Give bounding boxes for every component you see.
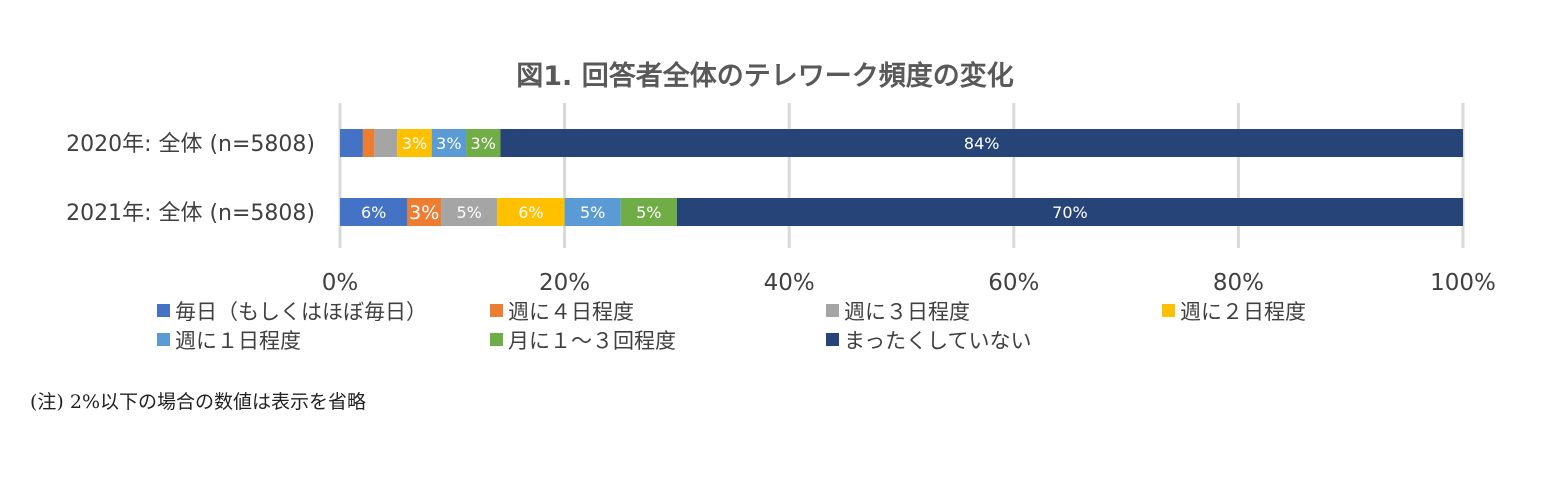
legend-label-5: 月に１～３回程度: [508, 329, 676, 353]
chart-title: 図1. 回答者全体のテレワーク頻度の変化: [516, 60, 1013, 92]
legend-label-6: まったくしていない: [844, 329, 1032, 353]
x-tick-label-3: 60%: [988, 270, 1039, 296]
legend-swatch-5: [490, 333, 503, 346]
bar-1-0: [340, 198, 408, 226]
bar-0-5: [466, 129, 501, 157]
legend-label-1: 週に４日程度: [508, 300, 634, 324]
bar-0-0: [340, 129, 363, 157]
x-tick-label-2: 40%: [764, 270, 815, 296]
legend-swatch-0: [157, 304, 170, 317]
x-tick-label-5: 100%: [1430, 270, 1496, 296]
data-label-0-4: 3%: [436, 134, 461, 153]
x-tick-label-4: 80%: [1213, 270, 1264, 296]
bar-1-4: [564, 198, 621, 226]
data-label-1-1: 3%: [409, 202, 439, 224]
data-label-1-2: 5%: [456, 203, 481, 222]
legend-label-3: 週に２日程度: [1180, 300, 1306, 324]
legend-swatch-1: [490, 304, 503, 317]
bar-1-2: [441, 198, 498, 226]
bar-1-6: [676, 198, 1463, 226]
x-tick-label-0: 0%: [322, 270, 359, 296]
legend-label-4: 週に１日程度: [175, 329, 301, 353]
bar-1-5: [620, 198, 677, 226]
legend-swatch-4: [157, 333, 170, 346]
bar-0-2: [374, 129, 398, 157]
bar-1-1: [407, 198, 442, 226]
legend-label-0: 毎日（もしくはほぼ毎日）: [175, 300, 427, 324]
data-label-1-3: 6%: [518, 203, 543, 222]
legend-label-2: 週に３日程度: [844, 300, 970, 324]
footnote: (注) 2%以下の場合の数値は表示を省略: [30, 391, 367, 413]
legend-swatch-6: [826, 333, 839, 346]
legend-swatch-3: [1162, 304, 1175, 317]
category-label-0: 2020年: 全体 (n=5808): [66, 132, 315, 157]
bar-0-3: [397, 129, 432, 157]
bar-0-4: [431, 129, 467, 157]
x-tick-label-1: 20%: [539, 270, 590, 296]
data-label-1-6: 70%: [1052, 203, 1088, 222]
category-label-1: 2021年: 全体 (n=5808): [66, 201, 315, 226]
bar-0-1: [362, 129, 375, 157]
data-label-0-3: 3%: [402, 134, 427, 153]
data-label-0-5: 3%: [471, 134, 496, 153]
data-label-0-6: 84%: [964, 134, 1000, 153]
bar-0-6: [500, 129, 1463, 157]
legend-swatch-2: [826, 304, 839, 317]
data-label-1-5: 5%: [636, 203, 661, 222]
data-label-1-0: 6%: [361, 203, 386, 222]
data-label-1-4: 5%: [580, 203, 605, 222]
bar-1-3: [497, 198, 565, 226]
